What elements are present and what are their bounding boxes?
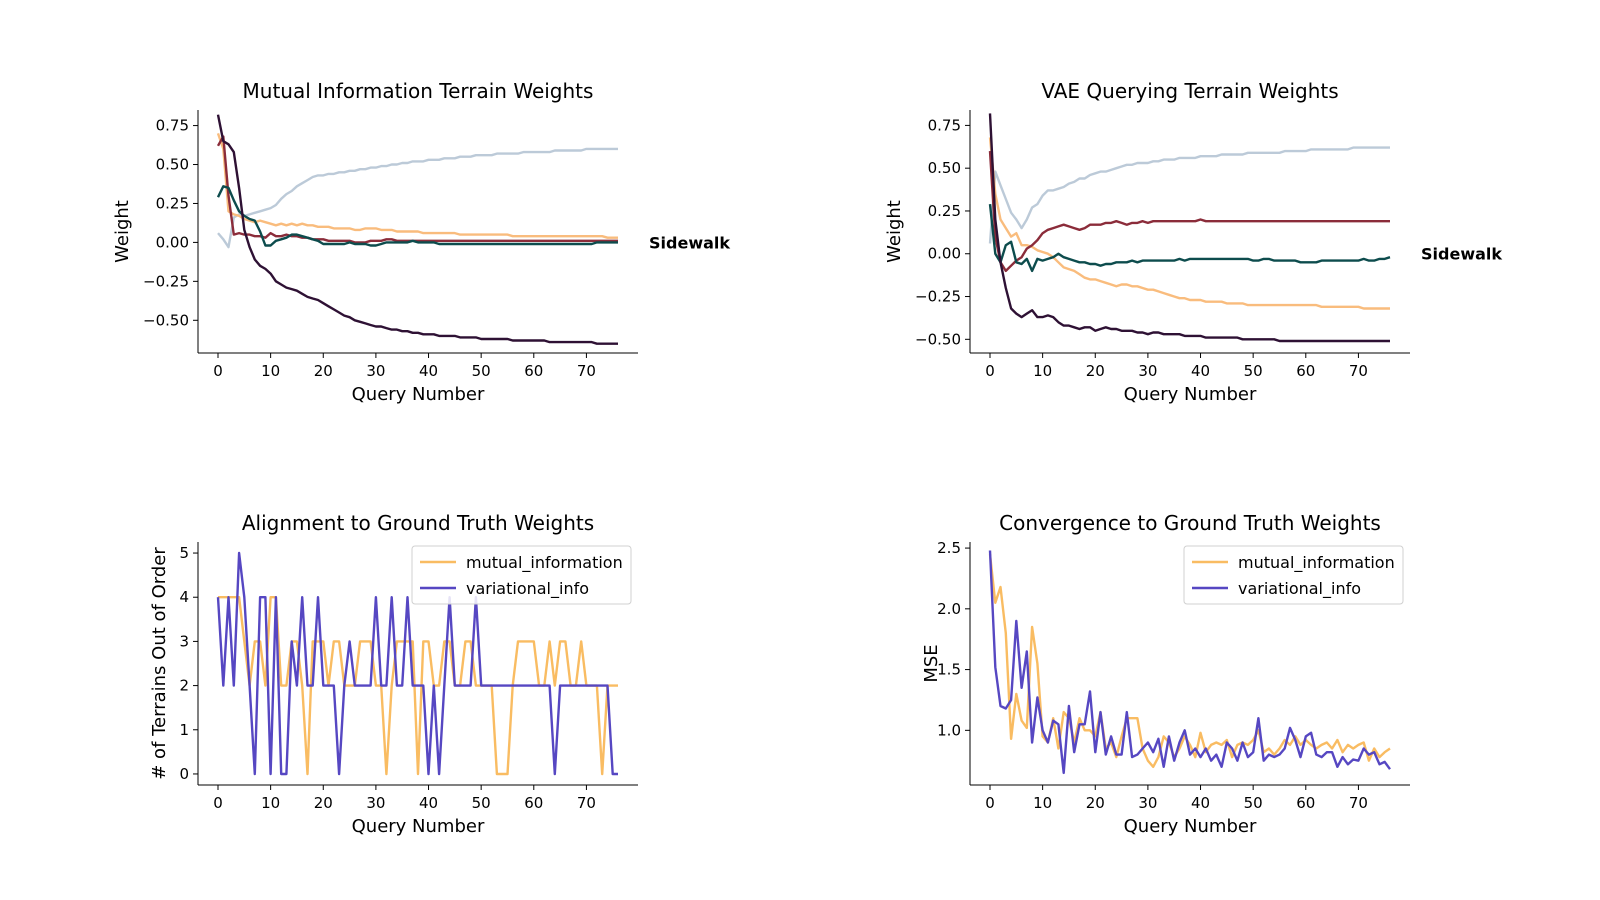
series-line-4 xyxy=(988,113,1390,343)
chart-title: Mutual Information Terrain Weights xyxy=(243,79,594,103)
series-line-1 xyxy=(216,551,618,776)
x-axis-label: Query Number xyxy=(1124,384,1257,405)
x-tick-label: 0 xyxy=(213,794,223,812)
y-axis-label: Weight xyxy=(112,200,133,263)
series-line-0 xyxy=(988,146,1390,244)
x-tick-label: 0 xyxy=(985,362,995,380)
y-tick-label: 2 xyxy=(179,677,189,695)
x-tick-label: 20 xyxy=(314,794,333,812)
legend-box xyxy=(411,545,632,605)
y-tick-label: 3 xyxy=(179,632,189,650)
chart-title: Convergence to Ground Truth Weights xyxy=(999,511,1381,535)
series-line-1 xyxy=(988,550,1391,775)
series-line-1 xyxy=(988,137,1390,310)
y-tick-label: 0.50 xyxy=(928,159,961,177)
series-line-2 xyxy=(988,151,1390,273)
series-line-2 xyxy=(216,135,618,244)
y-tick-label: 1 xyxy=(179,721,189,739)
y-tick-label: −0.50 xyxy=(915,330,961,348)
x-tick-label: 20 xyxy=(1086,794,1105,812)
y-tick-label: 5 xyxy=(179,544,189,562)
legend-entry: mutual_information xyxy=(1238,553,1395,573)
x-tick-label: 70 xyxy=(577,794,596,812)
x-tick-label: 30 xyxy=(1138,794,1157,812)
x-tick-label: 70 xyxy=(1349,362,1368,380)
series-line-0 xyxy=(218,596,618,776)
x-axis-label: Query Number xyxy=(1124,816,1257,837)
chart-panel-0: Mutual Information Terrain Weights 0 10 20 3… xyxy=(112,79,730,405)
x-tick-label: 10 xyxy=(261,362,280,380)
x-axis-label: Query Number xyxy=(352,384,485,405)
x-tick-label: 10 xyxy=(261,794,280,812)
series-end-label: Sidewalk xyxy=(1421,245,1502,264)
series-line-0 xyxy=(988,553,1391,768)
y-tick-label: 4 xyxy=(179,588,189,606)
y-axis-label: MSE xyxy=(921,644,942,682)
y-tick-label: 0.75 xyxy=(156,117,189,135)
x-tick-label: 50 xyxy=(1244,794,1263,812)
legend: mutual_information variational_info xyxy=(1183,545,1404,605)
x-tick-label: 0 xyxy=(985,794,995,812)
x-tick-label: 20 xyxy=(314,362,333,380)
y-tick-label: −0.25 xyxy=(143,272,189,290)
x-tick-label: 20 xyxy=(1086,362,1105,380)
x-tick-label: 50 xyxy=(472,794,491,812)
x-tick-label: 30 xyxy=(1138,362,1157,380)
x-tick-label: 40 xyxy=(1191,794,1210,812)
y-tick-label: 1.5 xyxy=(937,661,961,679)
x-tick-label: 40 xyxy=(1191,362,1210,380)
chart-panel-3: Convergence to Ground Truth Weights 0 10 20… xyxy=(921,511,1410,837)
legend-entry: variational_info xyxy=(466,579,589,599)
x-tick-label: 30 xyxy=(366,362,385,380)
x-tick-label: 60 xyxy=(524,362,543,380)
legend-box xyxy=(1183,545,1404,605)
x-tick-label: 60 xyxy=(524,794,543,812)
legend-entry: mutual_information xyxy=(466,553,623,573)
series-line-4 xyxy=(216,114,618,345)
x-tick-label: 10 xyxy=(1033,362,1052,380)
x-tick-label: 40 xyxy=(419,794,438,812)
y-tick-label: 2.5 xyxy=(937,539,961,557)
x-tick-label: 10 xyxy=(1033,794,1052,812)
chart-panel-1: VAE Querying Terrain Weights 0 10 20 30 40 50 6… xyxy=(884,79,1502,405)
x-tick-label: 60 xyxy=(1296,362,1315,380)
y-tick-label: 0.75 xyxy=(928,116,961,134)
x-tick-label: 60 xyxy=(1296,794,1315,812)
y-tick-label: −0.50 xyxy=(143,311,189,329)
series-end-label: Sidewalk xyxy=(649,233,730,252)
x-tick-label: 70 xyxy=(577,362,596,380)
x-tick-label: 30 xyxy=(366,794,385,812)
chart-title: Alignment to Ground Truth Weights xyxy=(242,511,594,535)
y-tick-label: 1.0 xyxy=(937,721,961,739)
series-line-0 xyxy=(217,147,618,249)
x-tick-label: 50 xyxy=(472,362,491,380)
series-line-3 xyxy=(988,203,1391,273)
x-axis-label: Query Number xyxy=(352,816,485,837)
x-tick-label: 40 xyxy=(419,362,438,380)
legend: mutual_information variational_info xyxy=(411,545,632,605)
x-tick-label: 0 xyxy=(213,362,223,380)
y-tick-label: 0.00 xyxy=(928,245,961,263)
y-tick-label: 2.0 xyxy=(937,600,961,618)
series-line-3 xyxy=(216,185,618,247)
y-axis-label: # of Terrains Out of Order xyxy=(149,547,170,780)
chart-title: VAE Querying Terrain Weights xyxy=(1041,79,1338,103)
x-tick-label: 70 xyxy=(1349,794,1368,812)
series-line-1 xyxy=(216,133,618,239)
y-tick-label: 0.50 xyxy=(156,156,189,174)
x-tick-label: 50 xyxy=(1244,362,1263,380)
y-tick-label: −0.25 xyxy=(915,288,961,306)
legend-entry: variational_info xyxy=(1238,579,1361,599)
y-tick-label: 0 xyxy=(179,765,189,783)
y-tick-label: 0.25 xyxy=(156,194,189,212)
y-tick-label: 0.25 xyxy=(928,202,961,220)
y-tick-label: 0.00 xyxy=(156,233,189,251)
y-axis-label: Weight xyxy=(884,200,905,263)
